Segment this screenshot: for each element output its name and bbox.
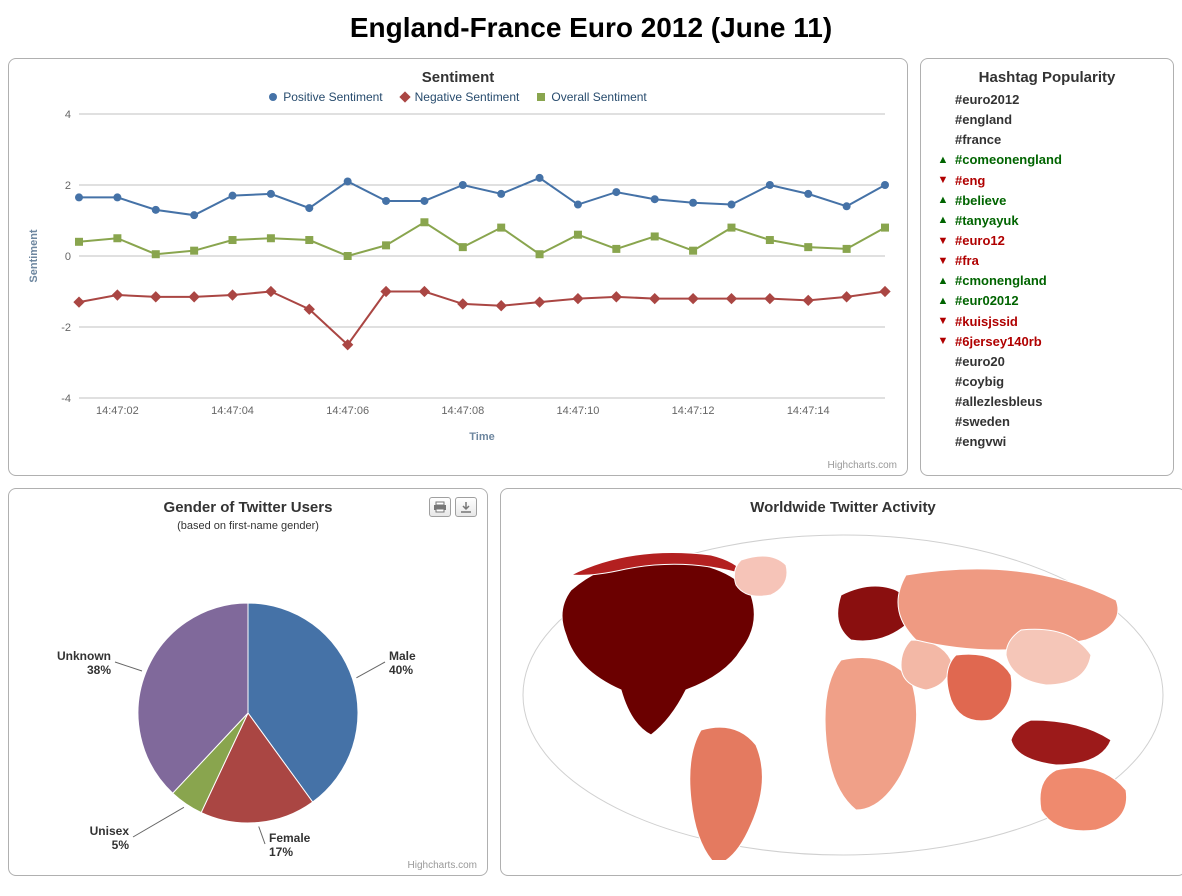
- svg-text:14:47:02: 14:47:02: [96, 405, 139, 417]
- hashtag-row[interactable]: #france: [937, 130, 1163, 150]
- hashtag-label: #euro20: [955, 352, 1005, 372]
- download-button[interactable]: [455, 497, 477, 517]
- trend-icon: ▼: [937, 333, 949, 350]
- sentiment-chart[interactable]: -4 -2 0 2 4 14:47:02 14:47:04 14:47:06 14:47:08 1…: [19, 108, 897, 448]
- world-map[interactable]: [511, 520, 1175, 860]
- svg-text:Unknown: Unknown: [57, 649, 111, 663]
- hashtag-row[interactable]: ▼ #6jersey140rb: [937, 332, 1163, 352]
- hashtag-row[interactable]: ▲ #cmonengland: [937, 271, 1163, 291]
- sentiment-title: Sentiment: [19, 69, 897, 86]
- svg-text:Female: Female: [269, 831, 311, 845]
- svg-text:40%: 40%: [389, 663, 413, 677]
- gender-subtitle: (based on first-name gender): [19, 520, 477, 532]
- hashtag-row[interactable]: #england: [937, 110, 1163, 130]
- hashtag-title: Hashtag Popularity: [931, 69, 1163, 86]
- hashtag-label: #sweden: [955, 412, 1010, 432]
- hashtag-row[interactable]: #engvwi: [937, 432, 1163, 452]
- svg-text:0: 0: [65, 251, 71, 263]
- legend-label: Overall Sentiment: [551, 90, 646, 104]
- hashtag-label: #engvwi: [955, 432, 1006, 452]
- hashtag-row[interactable]: ▲ #believe: [937, 191, 1163, 211]
- map-panel: Worldwide Twitter Activity: [500, 488, 1182, 876]
- trend-icon: ▲: [937, 273, 949, 290]
- svg-text:14:47:08: 14:47:08: [441, 405, 484, 417]
- legend-label: Negative Sentiment: [415, 90, 520, 104]
- sentiment-panel: Sentiment Positive Sentiment Negative Se…: [8, 58, 908, 476]
- hashtag-row[interactable]: #coybig: [937, 372, 1163, 392]
- svg-text:14:47:10: 14:47:10: [557, 405, 600, 417]
- chart-credits[interactable]: Highcharts.com: [408, 860, 477, 871]
- hashtag-row[interactable]: ▼ #fra: [937, 251, 1163, 271]
- map-title: Worldwide Twitter Activity: [511, 499, 1175, 516]
- legend-overall[interactable]: Overall Sentiment: [537, 90, 646, 104]
- svg-text:Male: Male: [389, 649, 416, 663]
- trend-icon: ▲: [937, 152, 949, 169]
- hashtag-label: #eng: [955, 171, 985, 191]
- sentiment-legend: Positive Sentiment Negative Sentiment Ov…: [19, 90, 897, 104]
- hashtag-panel: Hashtag Popularity #euro2012#england#fra…: [920, 58, 1174, 476]
- hashtag-label: #comeonengland: [955, 150, 1062, 170]
- svg-text:14:47:06: 14:47:06: [326, 405, 369, 417]
- hashtag-row[interactable]: ▲ #tanyayuk: [937, 211, 1163, 231]
- svg-text:Sentiment: Sentiment: [28, 229, 40, 283]
- hashtag-label: #euro2012: [955, 90, 1019, 110]
- print-button[interactable]: [429, 497, 451, 517]
- trend-icon: ▼: [937, 253, 949, 270]
- hashtag-label: #6jersey140rb: [955, 332, 1042, 352]
- hashtag-row[interactable]: #allezlesbleus: [937, 392, 1163, 412]
- svg-text:14:47:12: 14:47:12: [672, 405, 715, 417]
- hashtag-label: #tanyayuk: [955, 211, 1019, 231]
- svg-text:38%: 38%: [87, 663, 111, 677]
- svg-text:2: 2: [65, 180, 71, 192]
- hashtag-label: #kuisjssid: [955, 312, 1018, 332]
- svg-text:-2: -2: [61, 322, 71, 334]
- page-title: England-France Euro 2012 (June 11): [8, 12, 1174, 44]
- trend-icon: ▲: [937, 192, 949, 209]
- hashtag-label: #allezlesbleus: [955, 392, 1042, 412]
- gender-panel: Gender of Twitter Users (based on first-…: [8, 488, 488, 876]
- hashtag-label: #euro12: [955, 231, 1005, 251]
- hashtag-row[interactable]: ▲ #comeonengland: [937, 150, 1163, 170]
- svg-text:Unisex: Unisex: [90, 824, 130, 838]
- hashtag-row[interactable]: ▼ #euro12: [937, 231, 1163, 251]
- gender-title: Gender of Twitter Users: [19, 499, 477, 516]
- svg-text:5%: 5%: [112, 838, 130, 852]
- legend-label: Positive Sentiment: [283, 90, 382, 104]
- svg-text:Time: Time: [469, 431, 494, 443]
- trend-icon: ▲: [937, 212, 949, 229]
- trend-icon: ▼: [937, 313, 949, 330]
- trend-icon: ▼: [937, 172, 949, 189]
- hashtag-row[interactable]: ▼ #eng: [937, 171, 1163, 191]
- hashtag-row[interactable]: ▲ #eur02012: [937, 291, 1163, 311]
- svg-text:14:47:04: 14:47:04: [211, 405, 254, 417]
- hashtag-label: #cmonengland: [955, 271, 1047, 291]
- trend-icon: ▲: [937, 293, 949, 310]
- svg-text:-4: -4: [61, 393, 71, 405]
- hashtag-label: #coybig: [955, 372, 1004, 392]
- svg-text:14:47:14: 14:47:14: [787, 405, 830, 417]
- export-buttons: [429, 497, 477, 517]
- hashtag-label: #england: [955, 110, 1012, 130]
- hashtag-label: #eur02012: [955, 291, 1019, 311]
- hashtag-row[interactable]: #sweden: [937, 412, 1163, 432]
- svg-text:4: 4: [65, 109, 71, 121]
- legend-negative[interactable]: Negative Sentiment: [401, 90, 520, 104]
- hashtag-list: #euro2012#england#france▲#comeonengland▼…: [931, 90, 1163, 453]
- hashtag-row[interactable]: #euro20: [937, 352, 1163, 372]
- trend-icon: ▼: [937, 233, 949, 250]
- gender-pie-chart[interactable]: Male40% Female17% Unisex5% Unknown38%: [19, 538, 477, 858]
- hashtag-row[interactable]: #euro2012: [937, 90, 1163, 110]
- hashtag-label: #france: [955, 130, 1001, 150]
- hashtag-label: #believe: [955, 191, 1006, 211]
- legend-positive[interactable]: Positive Sentiment: [269, 90, 382, 104]
- svg-text:17%: 17%: [269, 845, 293, 858]
- chart-credits[interactable]: Highcharts.com: [828, 460, 897, 471]
- hashtag-label: #fra: [955, 251, 979, 271]
- hashtag-row[interactable]: ▼ #kuisjssid: [937, 312, 1163, 332]
